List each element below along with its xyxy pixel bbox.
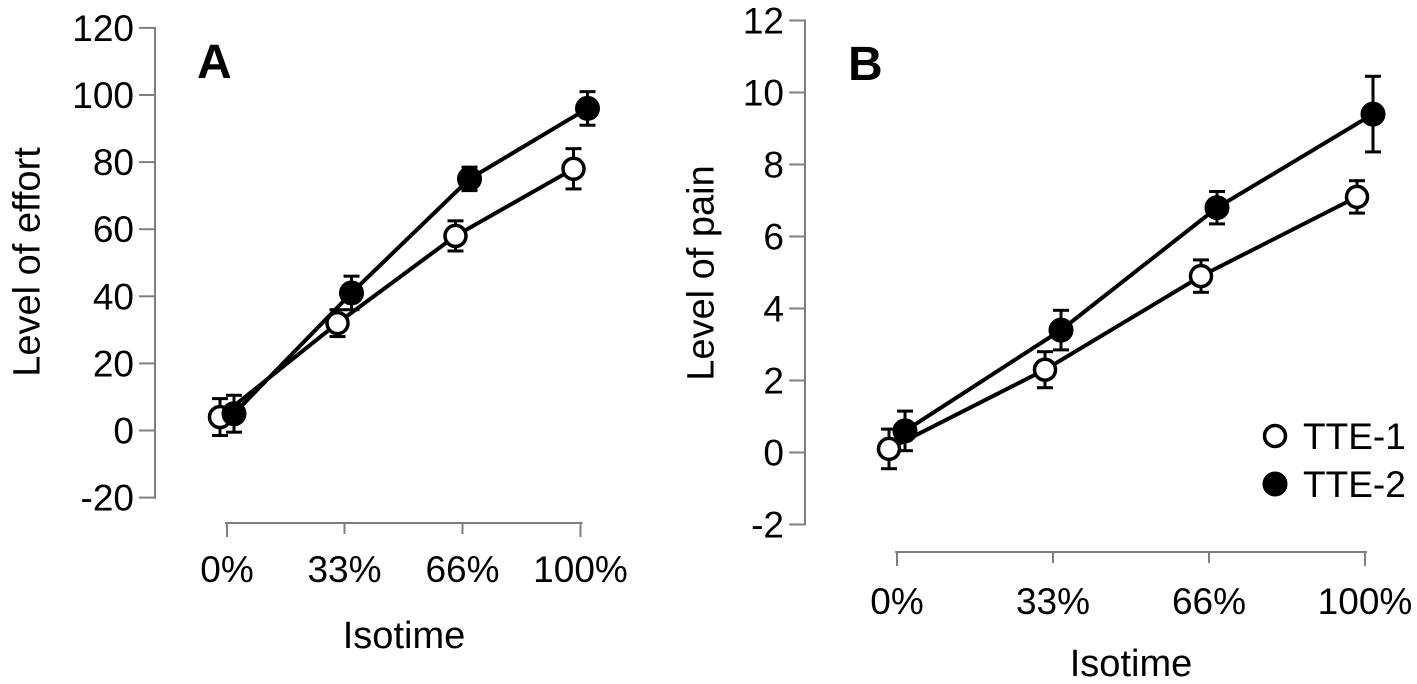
panel-b-y-tick-label: 2: [763, 360, 784, 401]
panel-b-marker-open-circle: [1344, 184, 1370, 210]
panel-a-marker-open-circle: [325, 310, 350, 336]
panel-b-marker-open-circle: [876, 436, 902, 462]
panel-a-series-line-tte-1: [218, 167, 575, 419]
panel-a-x-tick-label: 100%: [533, 549, 628, 590]
panel-a-marker-filled-circle: [575, 95, 600, 121]
panel-b-y-tick-label: 10: [743, 72, 784, 113]
panel-b-y-axis-title: Level of pain: [680, 165, 722, 381]
panel-a-series-line-tte-2: [232, 106, 589, 416]
panel-a-y-tick-label: 120: [72, 8, 134, 49]
legend-marker-open-circle: [1262, 423, 1288, 449]
panel-b-marker-filled-circle: [1048, 317, 1074, 343]
panel-a-y-tick-label: 0: [113, 410, 134, 451]
panel-a-x-tick-label: 66%: [425, 549, 499, 590]
panel-a-y-axis-title: Level of effort: [6, 147, 48, 377]
panel-a-letter: A: [197, 36, 232, 89]
panel-b-marker-open-circle: [1032, 357, 1058, 382]
panel-b-y-tick-label: 12: [743, 0, 784, 41]
panel-a-marker-filled-circle: [221, 401, 247, 427]
panel-b-y-tick-label: 6: [763, 216, 784, 257]
panel-b-marker-filled-circle: [1204, 195, 1230, 221]
panel-a-y-tick-label: 60: [93, 209, 134, 250]
panel-b-series-line-tte-1: [888, 195, 1358, 451]
panel-a-marker-filled-circle: [339, 280, 364, 306]
panel-b-x-axis-title: Isotime: [1070, 643, 1192, 684]
panel-a-marker-open-circle: [561, 156, 586, 182]
panel-b-x-tick-label: 33%: [1016, 581, 1090, 622]
panel-b-series-line-tte-2: [903, 112, 1375, 433]
panel-b-x-tick-label: 66%: [1172, 581, 1246, 622]
panel-a-y-tick-label: 100: [72, 75, 134, 116]
panel-b-marker-filled-circle: [1360, 101, 1386, 127]
panel-b-x-tick-label: 0%: [870, 581, 923, 622]
panel-a-y-tick-label: 20: [93, 343, 134, 384]
panel-b-letter: B: [848, 38, 883, 91]
panel-a-x-axis-title: Isotime: [343, 615, 465, 657]
panel-b-y-tick-label: 4: [763, 288, 784, 329]
panel-b-y-tick-label: 8: [763, 144, 784, 185]
legend-label-tte-1: TTE-1: [1303, 416, 1406, 457]
panel-b-y-tick-label: 0: [763, 432, 784, 473]
panel-a-y-tick-label: -20: [81, 478, 134, 519]
panel-b-marker-open-circle: [1188, 263, 1214, 289]
panel-a-y-tick-label: 80: [93, 142, 134, 183]
panel-a-marker-filled-circle: [457, 166, 482, 192]
legend-label-tte-2: TTE-2: [1303, 464, 1406, 505]
panel-a-x-tick-label: 33%: [307, 549, 381, 590]
panel-b-y-tick-label: -2: [751, 504, 784, 545]
panel-a-marker-open-circle: [443, 223, 468, 249]
legend-marker-filled-circle: [1262, 471, 1288, 497]
panel-a-x-tick-label: 0%: [200, 549, 253, 590]
panel-a-y-tick-label: 40: [93, 276, 134, 317]
panel-b-x-tick-label: 100%: [1318, 581, 1413, 622]
panel-b-marker-filled-circle: [892, 418, 918, 444]
